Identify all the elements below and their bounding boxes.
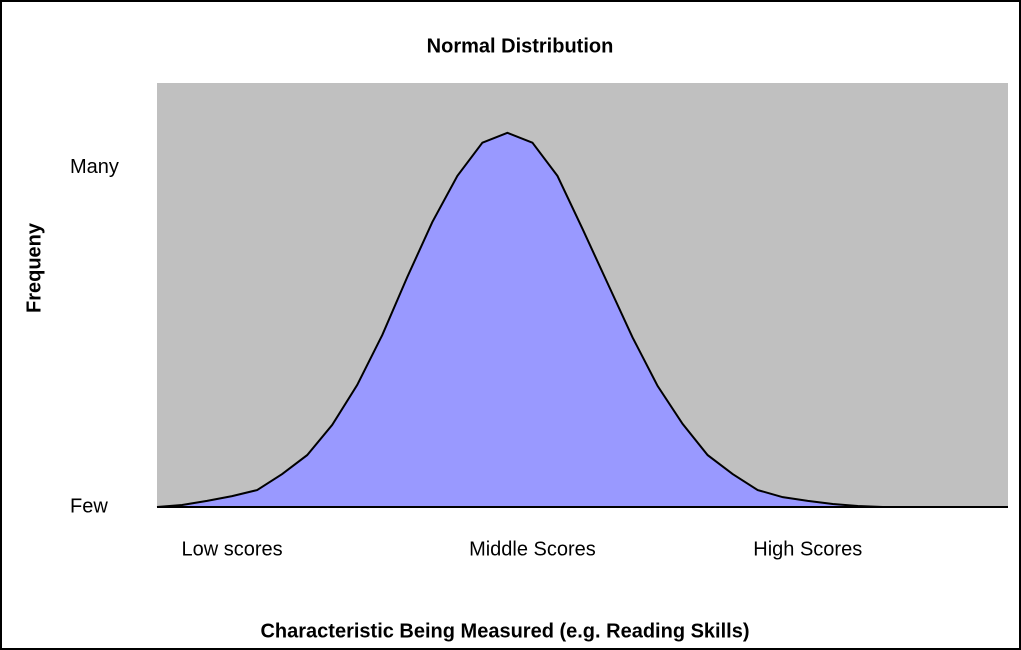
chart-title: Normal Distribution (427, 35, 614, 57)
x-tick-label: High Scores (753, 538, 862, 560)
x-tick-label: Middle Scores (469, 538, 596, 560)
x-axis-title: Characteristic Being Measured (e.g. Read… (260, 620, 749, 642)
y-tick-label: Many (70, 156, 119, 178)
y-tick-label: Few (70, 495, 108, 517)
x-tick-label: Low scores (182, 538, 283, 560)
area (157, 132, 1008, 507)
y-axis-title: Frequeny (23, 222, 45, 313)
